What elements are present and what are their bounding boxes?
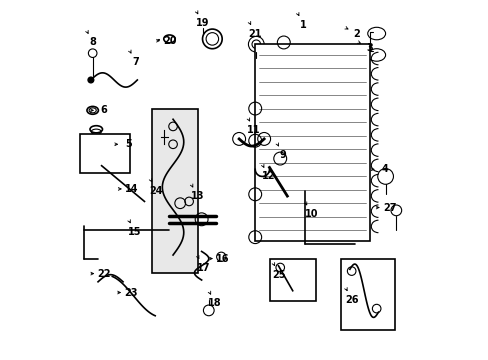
Text: 23: 23 — [124, 288, 138, 297]
Text: 7: 7 — [132, 57, 139, 67]
Text: 11: 11 — [247, 125, 261, 135]
Bar — [269, 258, 315, 301]
Text: 2: 2 — [353, 28, 360, 39]
Text: 19: 19 — [195, 18, 209, 28]
Text: 10: 10 — [304, 209, 317, 219]
Text: 27: 27 — [383, 203, 396, 212]
Bar — [80, 134, 130, 173]
Bar — [255, 44, 369, 241]
Text: 3: 3 — [366, 43, 372, 53]
Text: 25: 25 — [272, 270, 285, 280]
Bar — [151, 109, 198, 273]
Circle shape — [88, 77, 94, 83]
Text: 9: 9 — [279, 150, 286, 160]
Text: 17: 17 — [196, 262, 210, 273]
Text: 20: 20 — [163, 36, 177, 46]
Text: 15: 15 — [128, 227, 142, 237]
Text: 12: 12 — [261, 171, 275, 181]
Text: 16: 16 — [216, 253, 229, 264]
Text: 14: 14 — [125, 184, 139, 194]
Text: 21: 21 — [248, 28, 262, 39]
Bar — [340, 258, 394, 330]
Text: 6: 6 — [101, 105, 107, 115]
Text: 22: 22 — [98, 269, 111, 279]
Text: 18: 18 — [208, 298, 222, 308]
Text: 1: 1 — [300, 19, 306, 30]
Text: 8: 8 — [89, 37, 96, 48]
Text: 5: 5 — [125, 139, 131, 149]
Text: 26: 26 — [344, 295, 358, 305]
Text: 4: 4 — [381, 164, 387, 174]
Text: 13: 13 — [190, 191, 203, 201]
Text: 24: 24 — [149, 186, 163, 196]
